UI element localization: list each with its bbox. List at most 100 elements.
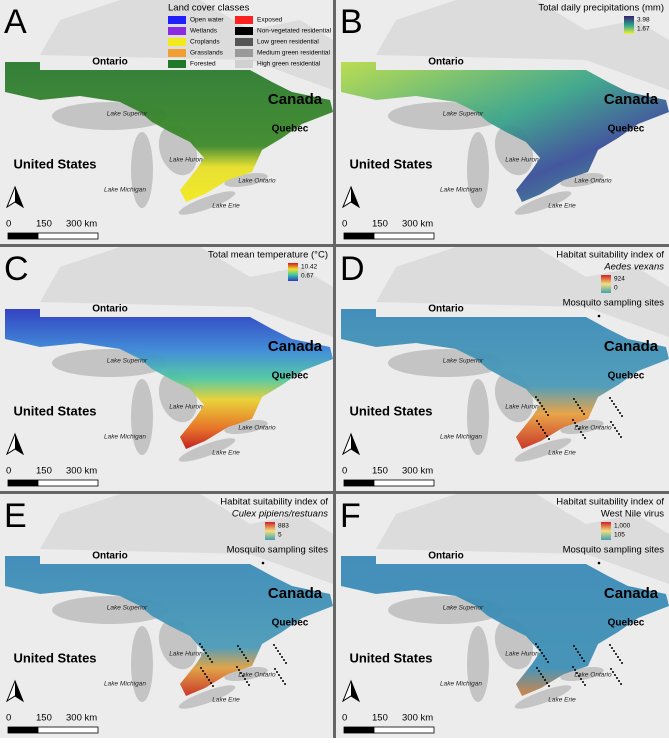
map-panel: Ontario Canada Quebec United States Lake Sup… bbox=[336, 0, 669, 244]
sampling-site bbox=[542, 429, 544, 431]
sampling-site bbox=[539, 649, 541, 651]
north-arrow-half bbox=[351, 681, 359, 701]
scale-bar-light bbox=[373, 726, 435, 734]
sampling-site bbox=[273, 644, 275, 646]
legend-label: High green residential bbox=[257, 61, 321, 68]
place-label: Canada bbox=[604, 585, 659, 602]
place-label: United States bbox=[13, 403, 96, 418]
sampling-site bbox=[237, 645, 239, 647]
sampling-site bbox=[541, 405, 543, 407]
sampling-site bbox=[609, 397, 611, 399]
sampling-site bbox=[540, 426, 542, 428]
sampling-site bbox=[544, 679, 546, 681]
panel-letter: C bbox=[4, 250, 29, 288]
sampling-site bbox=[535, 396, 537, 398]
sampling-site bbox=[618, 433, 620, 435]
sites-symbol bbox=[261, 561, 265, 565]
scale-label: 0 bbox=[6, 713, 11, 724]
lake-shape bbox=[467, 626, 489, 702]
sampling-site bbox=[240, 672, 242, 674]
legend-label: Croplands bbox=[190, 39, 220, 46]
scale-label: 150 bbox=[372, 466, 388, 477]
sampling-site bbox=[207, 655, 209, 657]
sampling-site bbox=[579, 407, 581, 409]
place-label: Ontario bbox=[428, 551, 464, 562]
place-label: Lake Huron bbox=[169, 157, 203, 164]
sampling-site bbox=[611, 400, 613, 402]
sampling-site bbox=[543, 408, 545, 410]
sampling-site bbox=[199, 643, 201, 645]
place-label: Lake Erie bbox=[212, 697, 240, 704]
study-region bbox=[341, 556, 669, 696]
legend-title: Habitat suitability index of bbox=[556, 497, 664, 508]
legend-min: 0.67 bbox=[301, 273, 314, 280]
place-label: Lake Superior bbox=[107, 358, 148, 365]
place-label: Ontario bbox=[92, 57, 128, 68]
scale-bar-light bbox=[373, 232, 435, 240]
sampling-site bbox=[536, 667, 538, 669]
sampling-site bbox=[538, 670, 540, 672]
place-label: Ontario bbox=[92, 304, 128, 315]
place-label: Canada bbox=[268, 338, 323, 355]
place-label: Quebec bbox=[272, 371, 309, 382]
place-label: Lake Michigan bbox=[440, 187, 482, 194]
panel-letter: F bbox=[340, 497, 361, 535]
lake-shape bbox=[224, 666, 268, 682]
lake-shape bbox=[514, 438, 572, 462]
sampling-site bbox=[620, 436, 622, 438]
sampling-site bbox=[617, 656, 619, 658]
place-label: Canada bbox=[604, 91, 659, 108]
lake-shape bbox=[131, 626, 153, 702]
lake-shape bbox=[178, 685, 236, 709]
sampling-site bbox=[616, 430, 618, 432]
sampling-site bbox=[545, 658, 547, 660]
scale-label: 0 bbox=[6, 219, 11, 230]
scale-label: 150 bbox=[36, 466, 52, 477]
sampling-site bbox=[614, 674, 616, 676]
legend-swatch bbox=[235, 49, 253, 57]
sampling-site bbox=[547, 661, 549, 663]
sampling-site bbox=[614, 427, 616, 429]
sampling-site bbox=[548, 438, 550, 440]
sampling-site bbox=[618, 680, 620, 682]
sampling-site bbox=[283, 659, 285, 661]
sampling-site bbox=[236, 666, 238, 668]
sampling-site bbox=[246, 681, 248, 683]
legend-max: 10.42 bbox=[301, 264, 318, 271]
sampling-site bbox=[615, 406, 617, 408]
sampling-site bbox=[619, 412, 621, 414]
sampling-site bbox=[241, 651, 243, 653]
place-label: Lake Huron bbox=[505, 157, 539, 164]
sampling-site bbox=[239, 648, 241, 650]
place-label: Lake Michigan bbox=[440, 434, 482, 441]
sampling-site bbox=[613, 650, 615, 652]
sampling-site bbox=[612, 424, 614, 426]
sampling-site bbox=[282, 680, 284, 682]
north-arrow-half bbox=[15, 681, 23, 701]
lake-shape bbox=[224, 172, 268, 188]
sampling-site bbox=[206, 676, 208, 678]
legend-title: Habitat suitability index of bbox=[556, 250, 664, 261]
land-shape bbox=[376, 247, 669, 337]
place-label: Ontario bbox=[92, 551, 128, 562]
legend-gradient bbox=[624, 16, 634, 34]
scale-label: 0 bbox=[342, 713, 347, 724]
sampling-site bbox=[577, 651, 579, 653]
sampling-site bbox=[535, 643, 537, 645]
legend-swatch bbox=[235, 38, 253, 46]
legend-label: Grasslands bbox=[190, 50, 224, 57]
sampling-site bbox=[583, 413, 585, 415]
sampling-site bbox=[615, 653, 617, 655]
scale-bar-dark bbox=[7, 479, 39, 487]
place-label: Canada bbox=[268, 585, 323, 602]
sampling-site bbox=[572, 666, 574, 668]
land-shape bbox=[40, 494, 333, 584]
sampling-site bbox=[205, 652, 207, 654]
sampling-site bbox=[247, 660, 249, 662]
sampling-site bbox=[537, 399, 539, 401]
sampling-site bbox=[576, 425, 578, 427]
legend-min: 1.67 bbox=[637, 26, 650, 33]
sampling-site bbox=[279, 653, 281, 655]
sampling-site bbox=[210, 682, 212, 684]
legend-title: Total daily precipitations (mm) bbox=[538, 3, 664, 14]
